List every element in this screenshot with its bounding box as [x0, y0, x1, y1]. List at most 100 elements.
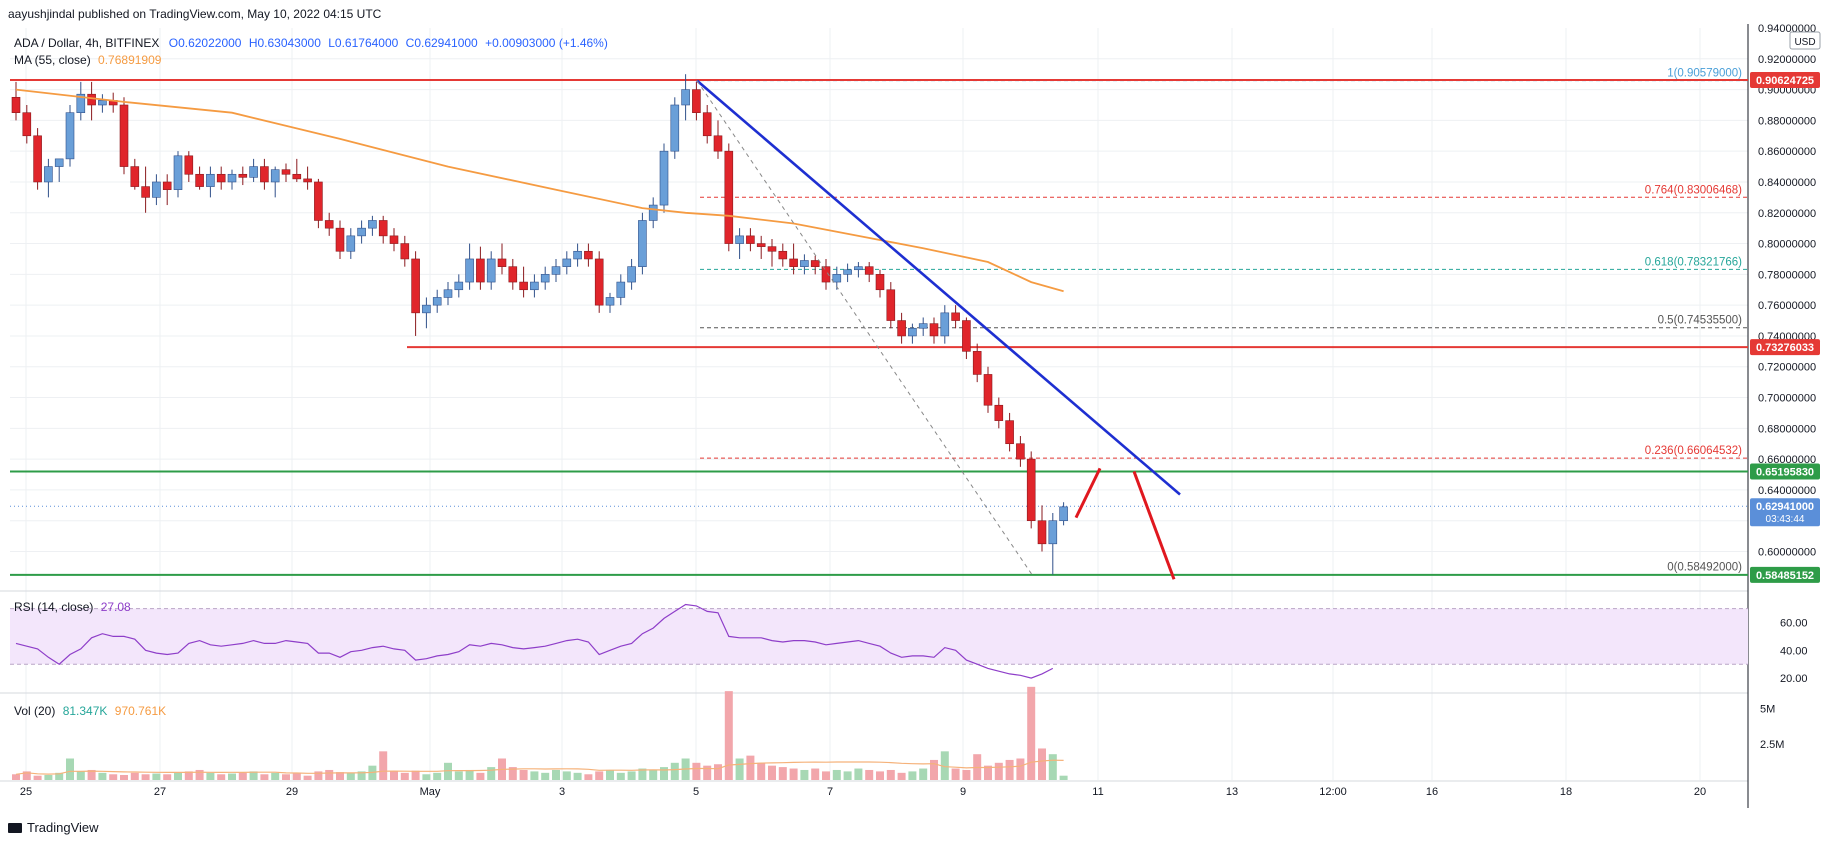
candle	[519, 266, 528, 298]
candle-body	[303, 178, 312, 183]
volume-legend: Vol (20) 81.347K 970.761K	[14, 704, 166, 718]
candle	[1048, 513, 1058, 575]
tradingview-logo-icon	[8, 823, 22, 833]
candle-body	[465, 258, 474, 283]
volume-bar	[692, 762, 701, 780]
volume-bar	[271, 772, 280, 780]
volume-bar	[1038, 748, 1046, 780]
candle-body	[692, 89, 701, 113]
candle	[378, 215, 388, 244]
candle	[1016, 436, 1025, 467]
ohlc-low: L0.61764000	[328, 36, 399, 50]
candle	[141, 166, 150, 213]
volume-bar	[595, 771, 604, 780]
candle-body	[800, 260, 809, 267]
candle	[303, 166, 312, 190]
fib-label-3: 0.5(0.74535500)	[1658, 315, 1743, 327]
candle	[584, 243, 593, 267]
candle-body	[1048, 520, 1058, 545]
projection-up-stroke	[1074, 467, 1102, 519]
candle	[573, 243, 582, 267]
volume-bar	[649, 769, 658, 780]
candle	[692, 81, 701, 121]
candle	[87, 81, 96, 121]
volume-bar	[724, 691, 733, 780]
candle-body	[951, 312, 960, 321]
candle	[260, 158, 269, 190]
candle	[789, 243, 798, 275]
time-tick-9: 13	[1226, 786, 1238, 798]
volume-bar	[843, 771, 852, 780]
volume-bar	[735, 758, 744, 780]
volume-bar	[228, 773, 236, 780]
candle-body	[130, 166, 140, 187]
time-tick-7: 9	[960, 786, 966, 798]
candle	[854, 262, 863, 278]
candle	[22, 104, 32, 144]
candle-body	[216, 173, 226, 183]
candle	[292, 158, 302, 182]
time-tick-11: 16	[1426, 786, 1438, 798]
horizontal-levels: 1(0.90579000) 0.764(0.83006468) 0.618(0.78…	[10, 68, 1748, 576]
volume-bar	[33, 775, 42, 780]
candle-body	[486, 258, 496, 283]
volume-bar	[357, 771, 366, 780]
price-tick-15: 0.64000000	[1758, 485, 1816, 497]
candle	[44, 158, 53, 198]
time-tick-1: 27	[154, 786, 166, 798]
candle	[864, 262, 874, 283]
price-tick-11: 0.72000000	[1758, 362, 1816, 374]
price-tick-3: 0.88000000	[1758, 115, 1816, 127]
candle	[648, 197, 658, 229]
volume-bar	[832, 769, 841, 780]
volume-bar	[768, 765, 776, 780]
rsi-legend: RSI (14, close) 27.08	[14, 600, 131, 614]
time-tick-0: 25	[20, 786, 32, 798]
candle	[800, 254, 809, 275]
time-tick-3: May	[420, 786, 441, 798]
volume-bar	[336, 772, 344, 780]
candle-body	[875, 274, 885, 291]
candle	[486, 251, 496, 290]
volume-bar	[1005, 759, 1014, 780]
price-badge-label-2: 0.65195830	[1756, 467, 1814, 479]
candle-body	[627, 266, 636, 283]
candle	[206, 166, 215, 198]
candle-body	[648, 204, 658, 221]
candle-body	[918, 323, 928, 329]
candle-body	[141, 186, 150, 198]
candle	[1059, 502, 1068, 526]
candle	[875, 269, 885, 298]
candle-body	[1016, 443, 1025, 460]
candle	[616, 274, 626, 306]
candle	[724, 143, 734, 252]
candle-body	[605, 297, 615, 306]
candle-body	[821, 266, 831, 283]
volume-tick-0: 5M	[1760, 703, 1775, 715]
candle	[249, 158, 258, 182]
volume-bar	[1059, 775, 1068, 780]
candle	[508, 258, 518, 290]
candle	[638, 212, 647, 275]
volume-bar	[940, 751, 949, 780]
volume-bar	[627, 771, 636, 780]
candle-body	[368, 220, 377, 229]
candle	[843, 263, 852, 283]
volume-bar	[390, 771, 398, 780]
price-tick-8: 0.78000000	[1758, 269, 1816, 281]
volume-value-2: 970.761K	[114, 704, 167, 718]
volume-bar	[379, 751, 388, 780]
rsi-line	[15, 603, 1054, 679]
volume-bar	[303, 775, 312, 780]
candle-body	[54, 158, 64, 167]
volume-bar	[519, 769, 528, 780]
volume-bar	[400, 772, 409, 780]
volume-bar	[508, 767, 517, 780]
candle	[551, 258, 561, 283]
candle-body	[681, 89, 690, 106]
candle-body	[206, 173, 215, 187]
candle	[962, 317, 971, 360]
candle	[184, 151, 194, 182]
fib-label-1: 0.764(0.83006468)	[1645, 184, 1742, 196]
